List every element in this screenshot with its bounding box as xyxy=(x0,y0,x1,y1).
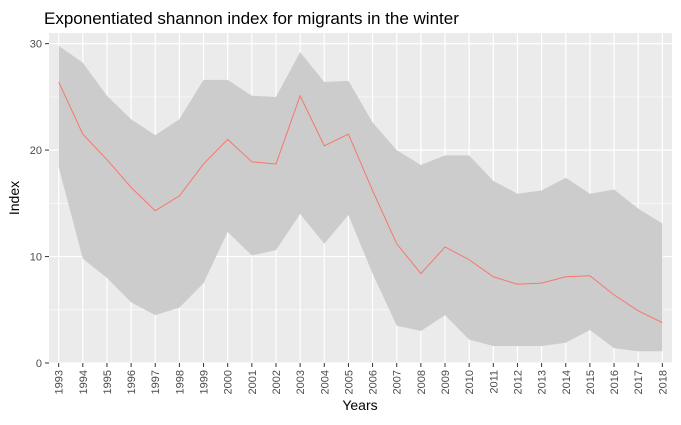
index-line-layer xyxy=(58,81,663,323)
x-tick-label: 1993 xyxy=(54,370,66,394)
x-tick-label: 1994 xyxy=(78,370,90,394)
y-tick-label: 30 xyxy=(30,39,42,51)
x-tick-label: 2010 xyxy=(464,370,476,394)
x-tick-label: 2009 xyxy=(440,370,452,394)
y-axis-title: Index xyxy=(6,181,22,215)
x-tick-label: 2000 xyxy=(223,370,235,394)
x-tick-label: 2007 xyxy=(392,370,404,394)
x-tick-label: 2005 xyxy=(343,370,355,394)
x-tick-label: 1995 xyxy=(102,370,114,394)
x-tick-label: 2003 xyxy=(295,370,307,394)
x-tick-label: 2004 xyxy=(319,370,331,394)
x-tick-label: 2017 xyxy=(633,370,645,394)
confidence-band xyxy=(58,45,663,352)
chart-title: Exponentiated shannon index for migrants… xyxy=(44,9,459,28)
x-tick-label: 1998 xyxy=(174,370,186,394)
x-axis: 1993 1994 1995 1996 1997 1998 1999 2000 2001 2002… xyxy=(54,363,669,394)
y-tick-label: 0 xyxy=(36,358,42,370)
y-tick-label: 10 xyxy=(30,252,42,264)
x-tick-label: 1996 xyxy=(126,370,138,394)
x-tick-label: 2013 xyxy=(537,370,549,394)
x-tick-label: 2011 xyxy=(488,370,500,394)
x-tick-label: 1997 xyxy=(150,370,162,394)
x-tick-label: 2014 xyxy=(561,370,573,394)
confidence-band-layer xyxy=(58,45,663,352)
y-axis: 0 10 20 30 xyxy=(30,39,49,370)
index-line xyxy=(58,81,663,323)
x-tick-label: 2001 xyxy=(247,370,259,394)
x-tick-label: 2012 xyxy=(512,370,524,394)
y-tick-label: 20 xyxy=(30,145,42,157)
x-tick-label: 2008 xyxy=(416,370,428,394)
x-tick-label: 2016 xyxy=(609,370,621,394)
x-tick-label: 2015 xyxy=(585,370,597,394)
x-tick-label: 2018 xyxy=(657,370,669,394)
x-tick-label: 2002 xyxy=(271,370,283,394)
x-tick-label: 2006 xyxy=(368,370,380,394)
x-axis-title: Years xyxy=(342,397,377,413)
x-tick-label: 1999 xyxy=(199,370,211,394)
